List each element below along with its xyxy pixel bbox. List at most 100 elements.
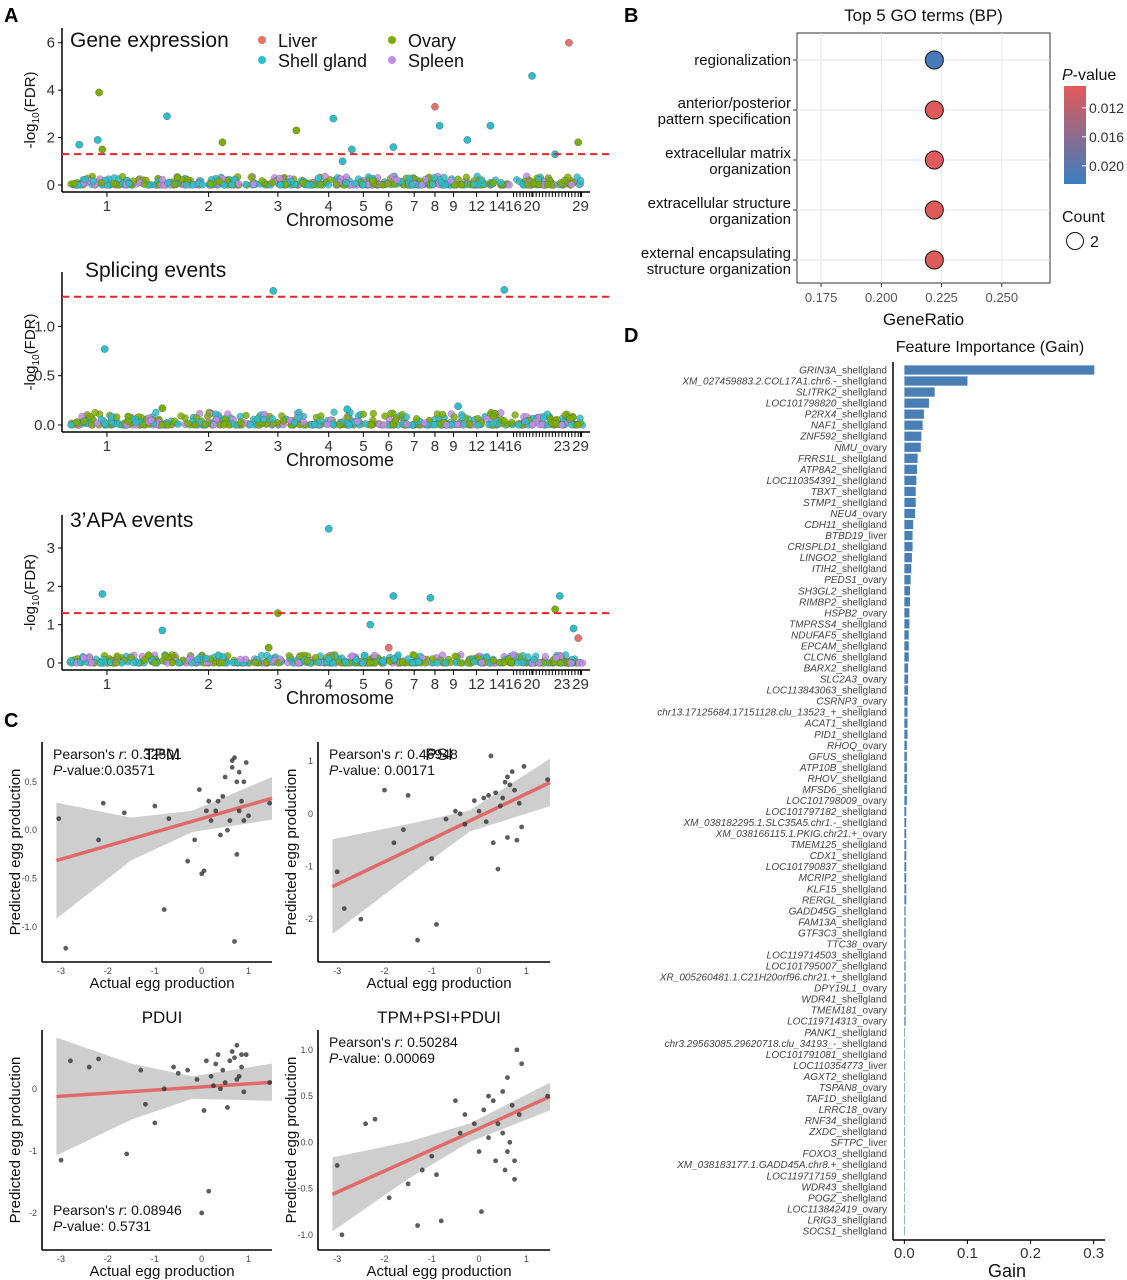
feature-bar — [904, 1182, 905, 1192]
baseline-point — [112, 659, 120, 667]
feature-id: SLC2A3 — [820, 675, 858, 686]
baseline-point — [366, 659, 374, 667]
scatter-point — [215, 1052, 221, 1058]
feature-id: STMP1 — [803, 498, 836, 509]
feature-bar — [904, 365, 1095, 375]
feature-id: RERGL — [802, 895, 836, 906]
feature-label: LOC119717159_shellgland — [767, 1171, 887, 1182]
baseline-point — [577, 177, 585, 185]
legend-swatch — [388, 56, 396, 64]
panel-letter-c: C — [4, 710, 18, 732]
feature-bar — [904, 928, 906, 938]
y-tick-label: 0.0 — [300, 1137, 313, 1147]
feature-label: chr13.17125684.17151128.clu_13523_+_shel… — [657, 708, 887, 719]
feature-bar — [904, 1049, 905, 1059]
feature-label: DPY19L1_ovary — [814, 984, 887, 995]
feature-bar — [904, 939, 906, 949]
baseline-point — [173, 173, 181, 182]
baseline-point — [392, 416, 400, 425]
scatter-point — [196, 787, 202, 792]
r-prefix: Pearson's — [53, 1202, 119, 1218]
scatter-point — [512, 1158, 517, 1164]
feature-bar — [904, 586, 911, 596]
scatter-point — [415, 1223, 420, 1228]
feature-tissue: _shellgland — [835, 1171, 887, 1182]
feature-id: LOC119717159 — [767, 1171, 837, 1182]
feature-tissue: _shellgland — [835, 873, 887, 884]
highlight-point — [565, 38, 573, 47]
feature-id: WDR41 — [801, 995, 836, 1006]
scatter-point — [161, 907, 167, 912]
y-tick-label: -2 — [305, 914, 313, 924]
baseline-point — [259, 415, 268, 423]
y-axis-label: -log10(FDR) — [22, 314, 42, 391]
baseline-point — [323, 420, 331, 429]
baseline-point — [342, 179, 350, 187]
scatter-point — [507, 1139, 513, 1145]
baseline-point — [86, 412, 94, 420]
feature-tissue: _ovary — [856, 939, 887, 950]
x-tick-label: 29 — [572, 676, 589, 693]
x-tick-label: -2 — [380, 966, 388, 976]
feature-label: SLITRK2_shellgland — [796, 388, 887, 399]
scatter-point — [58, 1157, 64, 1163]
feature-id: RNF34 — [805, 1116, 837, 1127]
feature-bar — [904, 553, 912, 563]
feature-label: TMEM125_shellgland — [790, 840, 887, 851]
feature-label: ACAT1_shellgland — [804, 719, 887, 730]
feature-tissue: _shellgland — [835, 498, 887, 509]
feature-label: LOC113842419_ovary — [787, 1204, 887, 1215]
feature-id: POGZ — [808, 1193, 837, 1204]
scatter-point — [500, 1130, 506, 1136]
baseline-point — [276, 181, 284, 189]
feature-tissue: _shellgland — [835, 951, 887, 962]
scatter-point — [152, 1120, 158, 1126]
highlight-point — [292, 126, 301, 135]
feature-bar — [904, 497, 916, 508]
scatter-point — [486, 792, 491, 798]
x-tick-label: 7 — [410, 438, 418, 455]
feature-tissue: _shellgland — [835, 906, 887, 917]
baseline-point — [497, 179, 505, 187]
p-value: -value: 0.00171 — [338, 762, 435, 778]
feature-label: LOC101797182_shellgland — [766, 807, 887, 818]
feature-label: RIMBP2_shellgland — [799, 597, 887, 608]
baseline-point — [201, 420, 210, 428]
feature-tissue: _shellgland — [835, 399, 887, 410]
feature-label: CRISPLD1_shellgland — [787, 542, 887, 553]
feature-id: GRIN3A — [799, 366, 837, 377]
feature-bar — [904, 1005, 906, 1015]
y-tick-label: 0 — [32, 1084, 37, 1094]
x-tick-label: 8 — [431, 676, 439, 693]
feature-label: RNF34_shellgland — [805, 1116, 887, 1127]
r-symbol: r — [395, 1034, 401, 1050]
scatter-point — [225, 1105, 230, 1110]
baseline-point — [101, 420, 109, 428]
feature-tissue: _shellgland — [835, 730, 887, 741]
baseline-point — [97, 179, 105, 187]
baseline-point — [294, 414, 302, 422]
panel-b-go-dotplot: 0.175 0.200 0.225 0.250 regionalization anter… — [641, 6, 1124, 329]
x-tick-label: 2 — [204, 438, 212, 455]
baseline-point — [379, 657, 387, 665]
x-tick-label: 14 — [489, 198, 506, 215]
feature-id: BTBD19 — [825, 531, 863, 542]
feature-bar — [904, 862, 907, 872]
scatter-point — [138, 1067, 144, 1073]
y-tick-label: 2 — [47, 130, 55, 147]
r-prefix: Pearson's — [53, 746, 119, 762]
feature-bar — [904, 839, 907, 850]
scatter-point — [121, 810, 127, 816]
baseline-point — [168, 659, 177, 667]
feature-tissue: _shellgland — [835, 1039, 887, 1050]
feature-id: LOC101798820 — [766, 399, 837, 410]
baseline-point — [234, 180, 243, 188]
feature-label: TAF1D_shellgland — [805, 1094, 887, 1105]
feature-label: CLCN6_shellgland — [804, 652, 887, 663]
feature-tissue: _shellgland — [835, 421, 887, 432]
subplot-title: Gene expression — [70, 29, 229, 52]
x-tick-label: 8 — [431, 198, 439, 215]
baseline-point — [125, 180, 133, 188]
feature-bar — [904, 409, 924, 419]
